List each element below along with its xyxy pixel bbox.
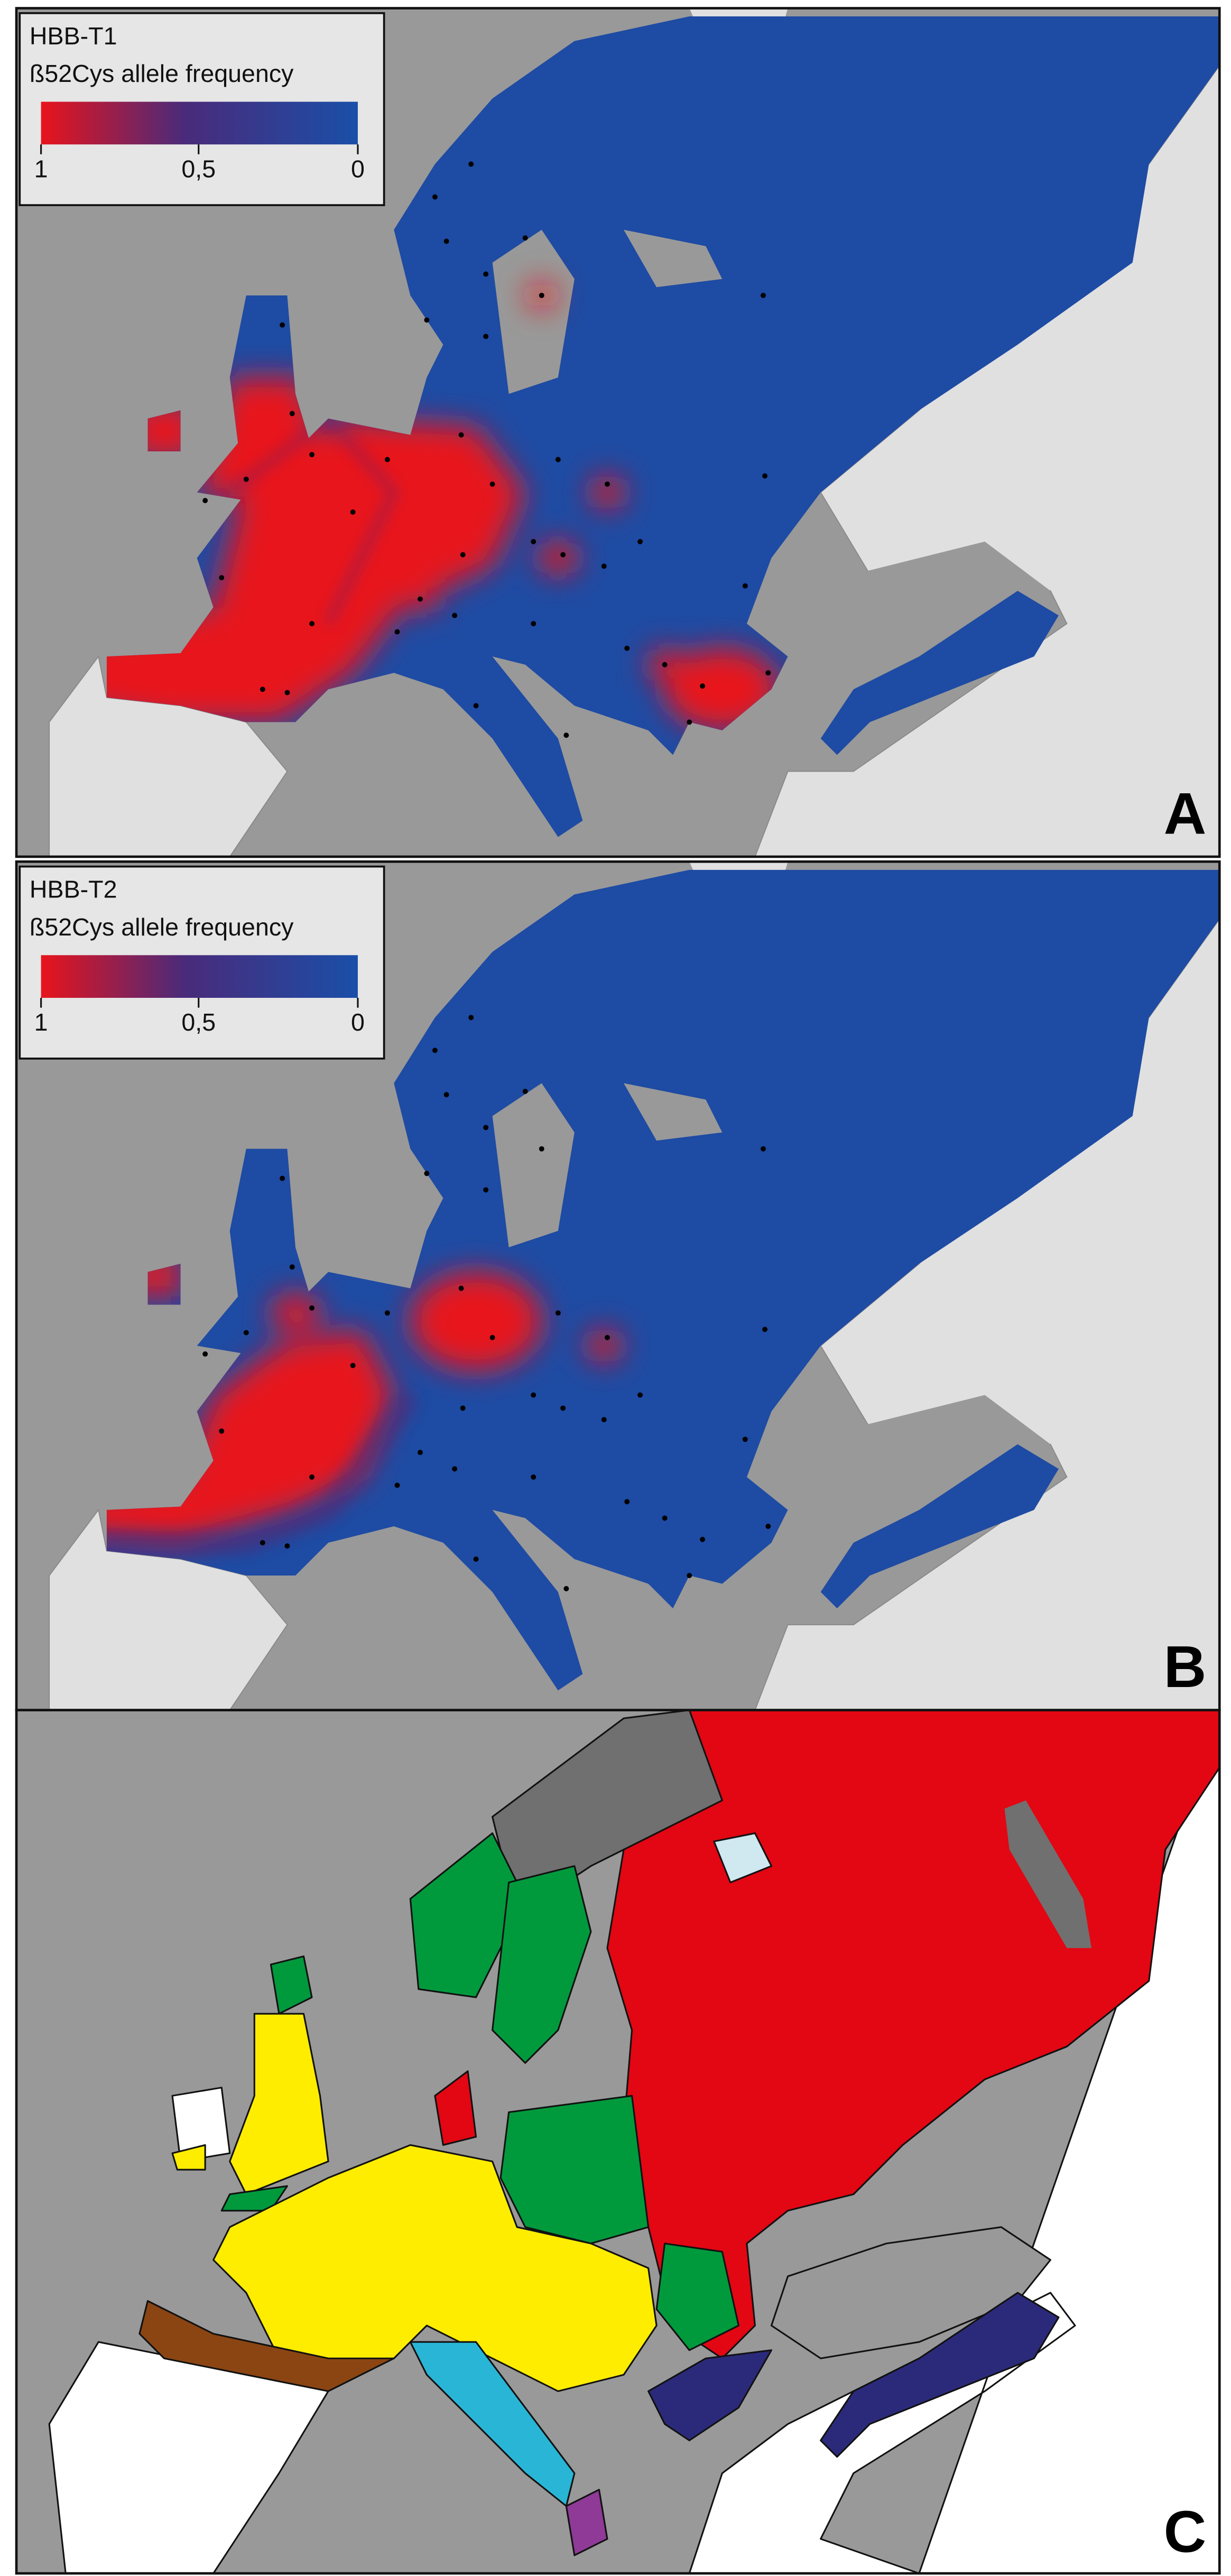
legend-label: 1 [34, 1008, 48, 1036]
legend-title: HBB-T1 [30, 22, 117, 50]
panel-a: HBB-T1 ß52Cys allele frequency 1 0,5 0 A [16, 8, 1219, 857]
legend-label: 0,5 [181, 1008, 216, 1036]
legend-subtitle: ß52Cys allele frequency [30, 60, 294, 87]
panel-label: A [1164, 780, 1207, 846]
legend-subtitle: ß52Cys allele frequency [30, 913, 294, 941]
panel-b: HBB-T2 ß52Cys allele frequency 1 0,5 0 B [16, 861, 1219, 1710]
legend-label: 1 [34, 155, 48, 182]
legend-label: 0 [351, 155, 365, 182]
legend-label: 0,5 [181, 155, 216, 182]
panel-label: B [1164, 1634, 1207, 1700]
legend-label: 0 [351, 1008, 365, 1036]
panel-label: C [1164, 2499, 1207, 2565]
legend-title: HBB-T2 [30, 876, 117, 903]
panel-c: C [15, 1709, 1221, 2575]
